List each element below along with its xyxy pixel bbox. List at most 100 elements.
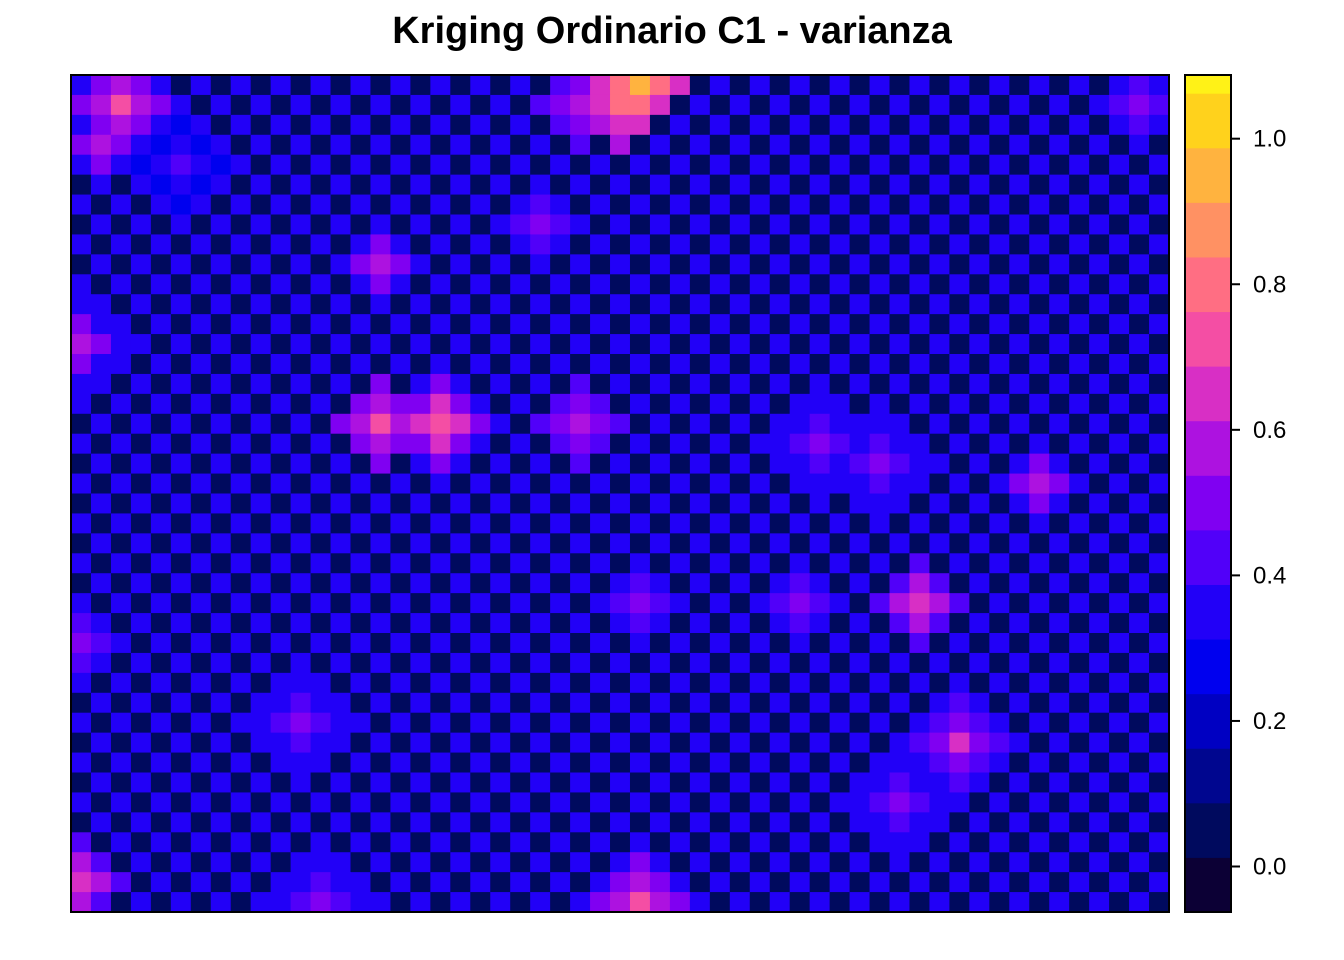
- heatmap-cell: [1029, 94, 1050, 116]
- heatmap-cell: [230, 832, 252, 853]
- heatmap-cell: [390, 174, 411, 196]
- heatmap-cell: [769, 652, 791, 674]
- heatmap-cell: [90, 473, 112, 494]
- heatmap-cell: [330, 314, 351, 335]
- heatmap-cell: [1149, 334, 1170, 355]
- heatmap-cell: [350, 114, 371, 136]
- heatmap-cell: [809, 473, 831, 494]
- heatmap-cell: [889, 792, 910, 813]
- heatmap-cell: [190, 533, 212, 554]
- heatmap-cell: [629, 413, 651, 435]
- heatmap-cell: [1149, 154, 1170, 176]
- heatmap-cell: [110, 692, 132, 714]
- heatmap-cell: [729, 613, 751, 634]
- heatmap-cell: [210, 652, 232, 674]
- colorbar: [1185, 75, 1231, 913]
- heatmap-cell: [550, 652, 571, 674]
- heatmap-cell: [550, 314, 571, 335]
- heatmap-cell: [989, 294, 1010, 315]
- heatmap-cell: [909, 633, 930, 654]
- heatmap-cell: [370, 453, 391, 475]
- heatmap-cell: [869, 892, 891, 913]
- heatmap-cell: [330, 114, 351, 136]
- heatmap-cell: [1149, 633, 1170, 654]
- heatmap-cell: [350, 314, 371, 335]
- heatmap-cell: [929, 334, 950, 355]
- heatmap-cell: [1069, 652, 1090, 674]
- heatmap-cell: [669, 573, 691, 594]
- heatmap-cell: [430, 513, 451, 534]
- heatmap-cell: [570, 553, 591, 574]
- heatmap-cell: [530, 254, 551, 275]
- heatmap-cell: [1129, 633, 1150, 654]
- heatmap-cell: [470, 174, 491, 196]
- heatmap-cell: [889, 752, 910, 773]
- heatmap-cell: [110, 373, 132, 395]
- heatmap-cell: [610, 652, 631, 674]
- heatmap-cell: [430, 174, 451, 196]
- heatmap-cell: [390, 134, 411, 156]
- heatmap-cell: [230, 573, 252, 594]
- heatmap-cell: [90, 553, 112, 574]
- heatmap-cell: [1109, 553, 1130, 574]
- heatmap-cell: [949, 154, 970, 176]
- heatmap-cell: [849, 334, 871, 355]
- heatmap-cell: [450, 792, 471, 813]
- heatmap-cell: [629, 254, 651, 275]
- heatmap-cell: [130, 772, 152, 793]
- heatmap-cell: [849, 194, 871, 215]
- heatmap-cell: [889, 672, 910, 694]
- heatmap-cell: [270, 752, 292, 773]
- heatmap-cell: [629, 832, 651, 853]
- colorbar-segment: [1185, 366, 1231, 422]
- heatmap-cell: [769, 194, 791, 215]
- heatmap-cell: [610, 573, 631, 594]
- heatmap-cell: [430, 692, 451, 714]
- heatmap-cell: [490, 294, 511, 315]
- heatmap-cell: [270, 373, 292, 395]
- heatmap-cell: [230, 792, 252, 813]
- heatmap-cell: [709, 593, 731, 614]
- heatmap-cell: [1069, 533, 1090, 554]
- heatmap-cell: [270, 613, 292, 634]
- heatmap-cell: [330, 234, 351, 255]
- heatmap-cell: [1049, 553, 1070, 574]
- heatmap-cell: [749, 892, 771, 913]
- heatmap-cell: [530, 692, 551, 714]
- heatmap-cell: [310, 254, 332, 275]
- heatmap-cell: [310, 553, 332, 574]
- heatmap-cell: [1029, 812, 1050, 833]
- heatmap-cell: [1049, 314, 1070, 335]
- heatmap-cell: [230, 154, 252, 176]
- heatmap-cell: [789, 513, 811, 534]
- heatmap-cell: [1089, 593, 1110, 614]
- heatmap-cell: [849, 613, 871, 634]
- heatmap-cell: [210, 812, 232, 833]
- heatmap-cell: [310, 652, 332, 674]
- heatmap-cell: [150, 453, 172, 475]
- heatmap-cell: [610, 553, 631, 574]
- heatmap-cell: [649, 872, 671, 893]
- heatmap-cell: [130, 812, 152, 833]
- heatmap-cell: [1069, 812, 1090, 833]
- heatmap-cell: [390, 513, 411, 534]
- heatmap-cell: [610, 114, 631, 136]
- heatmap-cell: [749, 254, 771, 275]
- heatmap-cell: [769, 712, 791, 734]
- heatmap-cell: [709, 433, 731, 455]
- heatmap-cell: [330, 553, 351, 574]
- heatmap-cell: [929, 573, 950, 594]
- heatmap-cell: [809, 812, 831, 833]
- heatmap-cell: [749, 114, 771, 136]
- heatmap-cell: [570, 274, 591, 295]
- heatmap-cell: [1089, 314, 1110, 335]
- heatmap-cell: [1009, 373, 1030, 395]
- heatmap-cell: [430, 254, 451, 275]
- heatmap-cell: [470, 75, 491, 96]
- heatmap-cell: [669, 752, 691, 773]
- heatmap-cell: [110, 75, 132, 96]
- heatmap-cell: [250, 872, 272, 893]
- heatmap-cell: [390, 75, 411, 96]
- heatmap-cell: [71, 75, 92, 96]
- heatmap-cell: [1029, 832, 1050, 853]
